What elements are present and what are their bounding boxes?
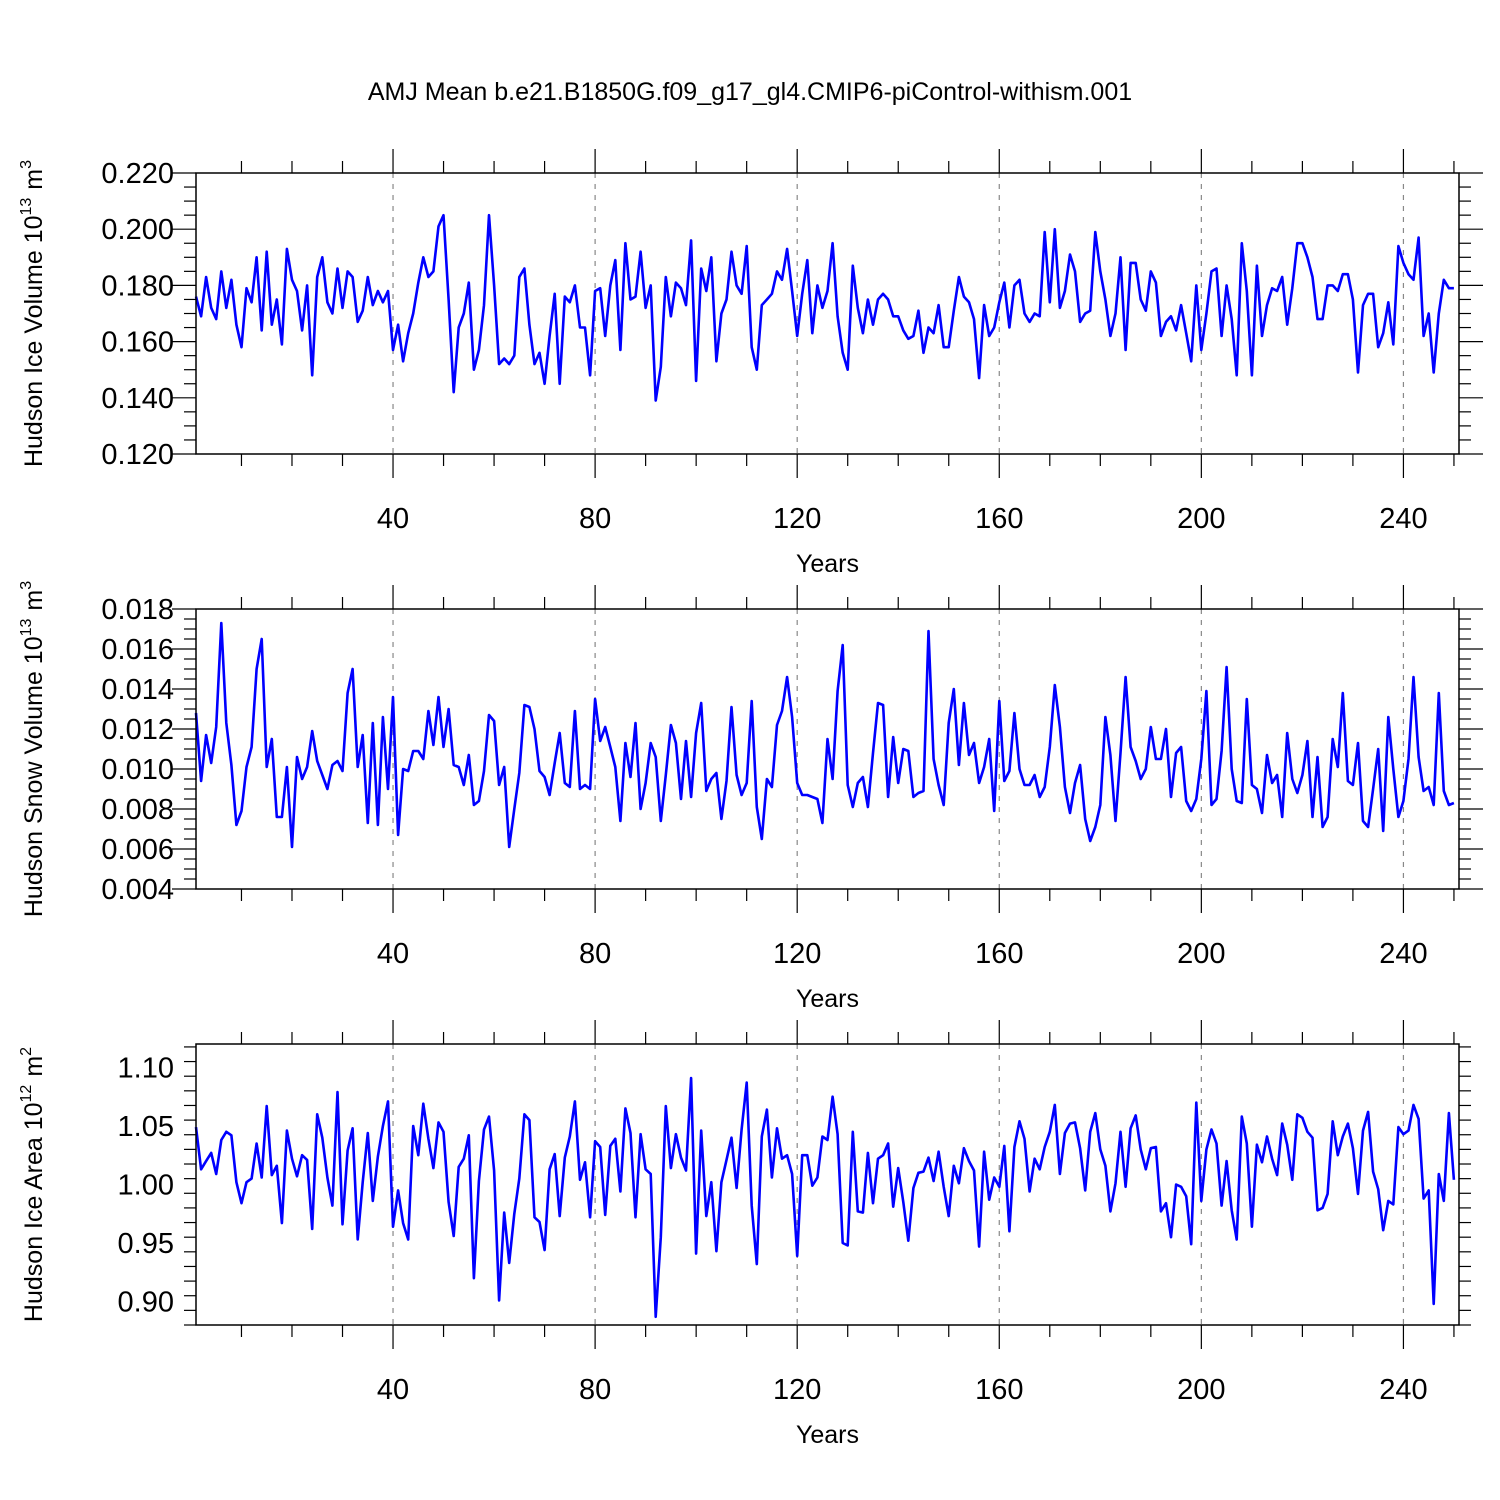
x-tick-label: 160 <box>975 503 1023 535</box>
y-axis-label-unit-exponent: 3 <box>18 160 35 169</box>
y-tick-label: 0.220 <box>101 158 174 190</box>
y-tick-label: 0.010 <box>101 754 174 786</box>
y-axis-label-exponent: 13 <box>18 618 35 636</box>
plot-frame <box>195 1043 1460 1326</box>
y-axis-label: Hudson Ice Volume 1013 m3 <box>18 160 48 467</box>
y-tick-label: 0.018 <box>101 594 174 626</box>
x-tick-label: 200 <box>1177 503 1225 535</box>
x-tick-label: 120 <box>773 1374 821 1406</box>
x-tick-label: 40 <box>377 938 409 970</box>
x-tick-label: 160 <box>975 1374 1023 1406</box>
x-tick-label: 40 <box>377 503 409 535</box>
y-tick-label: 0.95 <box>118 1228 174 1260</box>
y-tick-label: 0.004 <box>101 874 174 906</box>
x-tick-label: 240 <box>1379 938 1427 970</box>
y-tick-label: 0.016 <box>101 634 174 666</box>
x-tick-label: 120 <box>773 503 821 535</box>
y-tick-label: 0.140 <box>101 383 174 415</box>
x-axis-label: Years <box>796 550 859 578</box>
y-axis-label-exponent: 12 <box>18 1085 35 1103</box>
y-tick-label: 0.160 <box>101 327 174 359</box>
y-tick-label: 0.014 <box>101 674 174 706</box>
series-line-ice-volume <box>194 213 1454 402</box>
y-tick-label: 1.10 <box>118 1052 174 1084</box>
x-tick-label: 200 <box>1177 938 1225 970</box>
x-tick-label: 80 <box>579 503 611 535</box>
y-axis-label-unit: m <box>20 1056 48 1077</box>
y-axis-label-unit: m <box>20 169 48 190</box>
y-axis-label-main: Hudson Ice Area 10 <box>20 1102 48 1322</box>
y-tick-label: 0.180 <box>101 270 174 302</box>
plot-frame <box>195 172 1460 455</box>
y-axis-label-unit-exponent: 2 <box>18 1047 35 1056</box>
y-tick-label: 0.012 <box>101 714 174 746</box>
x-tick-label: 160 <box>975 938 1023 970</box>
figure-title: AMJ Mean b.e21.B1850G.f09_g17_gl4.CMIP6-… <box>368 78 1132 106</box>
y-axis-label-unit-exponent: 3 <box>18 581 35 590</box>
y-axis-label-main: Hudson Snow Volume 10 <box>20 636 48 917</box>
series-line-snow-volume <box>194 621 1455 849</box>
y-axis-label-unit: m <box>20 590 48 611</box>
x-tick-label: 120 <box>773 938 821 970</box>
y-tick-label: 0.008 <box>101 794 174 826</box>
y-axis-label-main: Hudson Ice Volume 10 <box>20 215 48 467</box>
x-tick-label: 80 <box>579 1374 611 1406</box>
panel-snow-volume: 0.004 0.006 0.008 0.010 0.012 0.014 0.016 0.018… <box>18 581 1483 1013</box>
y-tick-label: 0.90 <box>118 1287 174 1319</box>
x-tick-label: 240 <box>1379 1374 1427 1406</box>
y-axis-label-exponent: 13 <box>18 198 35 216</box>
panel-ice-area: 0.90 0.95 1.00 1.05 1.10 40 80 120 160 200 240 Year… <box>18 1020 1471 1449</box>
x-tick-label: 80 <box>579 938 611 970</box>
x-axis-label: Years <box>796 1421 859 1449</box>
x-axis-label: Years <box>796 985 859 1013</box>
x-tick-label: 200 <box>1177 1374 1225 1406</box>
y-tick-label: 0.200 <box>101 214 174 246</box>
series-line-ice-area <box>194 1076 1456 1319</box>
y-axis-label: Hudson Snow Volume 1013 m3 <box>18 581 48 917</box>
panels: 0.120 0.140 0.160 0.180 0.200 0.220 40 80 120 160… <box>18 149 1483 1449</box>
y-tick-label: 0.120 <box>101 439 174 471</box>
x-tick-label: 240 <box>1379 503 1427 535</box>
y-tick-label: 1.00 <box>118 1170 174 1202</box>
y-tick-label: 0.006 <box>101 834 174 866</box>
panel-ice-volume: 0.120 0.140 0.160 0.180 0.200 0.220 40 80 120 160… <box>18 149 1483 578</box>
x-tick-label: 40 <box>377 1374 409 1406</box>
y-axis-label: Hudson Ice Area 1012 m2 <box>18 1047 48 1322</box>
y-tick-label: 1.05 <box>118 1111 174 1143</box>
